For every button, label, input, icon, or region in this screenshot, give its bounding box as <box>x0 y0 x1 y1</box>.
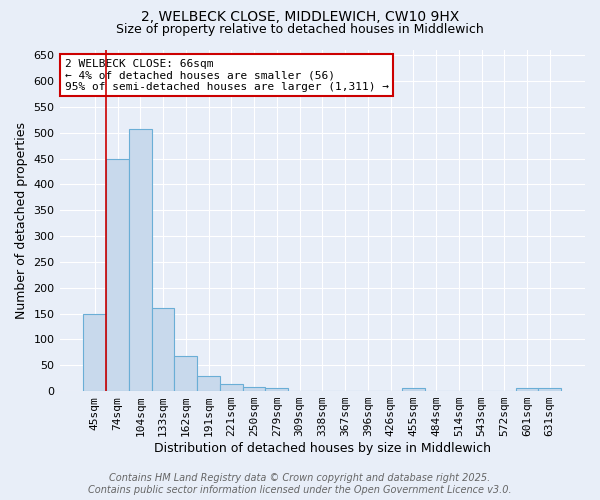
Text: 2, WELBECK CLOSE, MIDDLEWICH, CW10 9HX: 2, WELBECK CLOSE, MIDDLEWICH, CW10 9HX <box>141 10 459 24</box>
Bar <box>242 387 265 391</box>
X-axis label: Distribution of detached houses by size in Middlewich: Distribution of detached houses by size … <box>154 442 491 455</box>
Bar <box>220 384 242 391</box>
Bar <box>152 308 175 391</box>
Bar <box>106 158 129 391</box>
Bar <box>538 388 561 391</box>
Text: Contains HM Land Registry data © Crown copyright and database right 2025.
Contai: Contains HM Land Registry data © Crown c… <box>88 474 512 495</box>
Bar <box>83 314 106 391</box>
Bar <box>265 388 288 391</box>
Text: 2 WELBECK CLOSE: 66sqm
← 4% of detached houses are smaller (56)
95% of semi-deta: 2 WELBECK CLOSE: 66sqm ← 4% of detached … <box>65 58 389 92</box>
Bar <box>197 376 220 391</box>
Bar <box>515 388 538 391</box>
Bar <box>402 388 425 391</box>
Bar <box>175 356 197 391</box>
Text: Size of property relative to detached houses in Middlewich: Size of property relative to detached ho… <box>116 22 484 36</box>
Bar <box>129 129 152 391</box>
Y-axis label: Number of detached properties: Number of detached properties <box>15 122 28 319</box>
